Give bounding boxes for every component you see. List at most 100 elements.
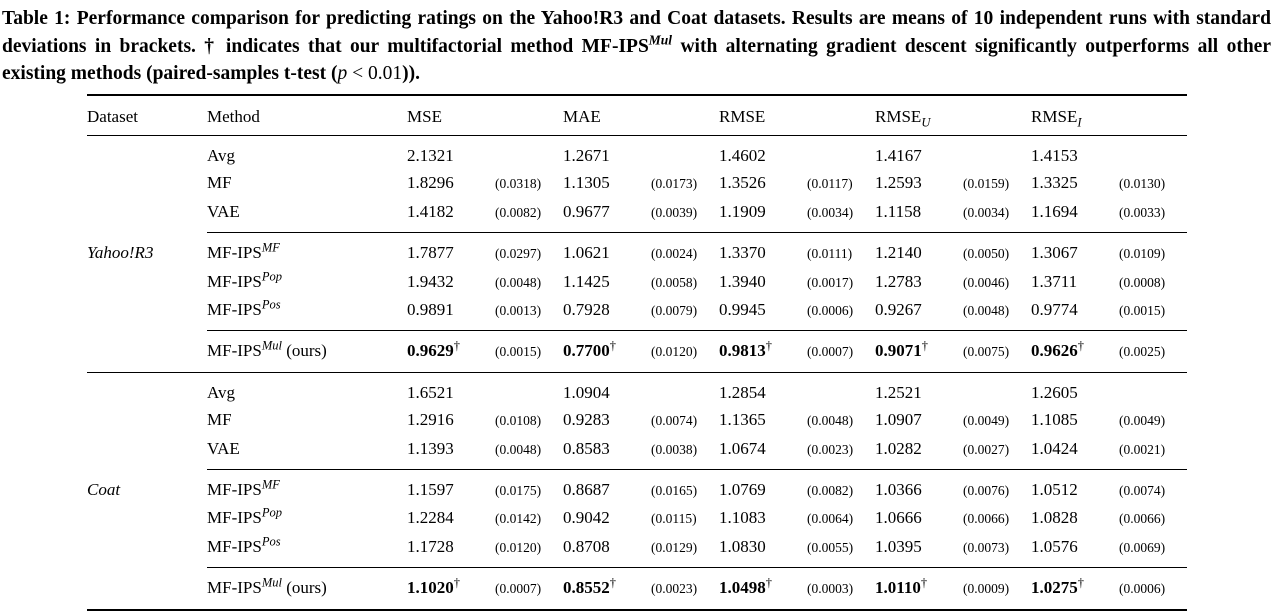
metric-value-cell: 1.2140 — [875, 232, 964, 268]
table-row: VAE 1.4182 (0.0082) 0.9677 (0.0039) 1.1909 (0.… — [87, 198, 1187, 233]
metric-value-cell: 1.1425 — [563, 268, 651, 296]
metric-value: 1.3526 — [719, 173, 766, 193]
metric-value-cell: 1.2854 — [719, 371, 807, 407]
metric-std: (0.0117) — [807, 176, 853, 192]
metric-value-cell: 1.1365 — [719, 406, 807, 434]
method-name: VAE — [207, 438, 240, 458]
metric-std: (0.0175) — [495, 482, 542, 498]
metric-value: 1.0907 — [875, 410, 922, 430]
metric-value: 1.2521 — [875, 382, 922, 402]
metric-std-cell: (0.0074) — [651, 406, 719, 434]
metric-std: (0.0017) — [807, 274, 854, 290]
metric-std-cell: (0.0009) — [963, 567, 1032, 610]
table-row: Yahoo!R3 MF-IPSMF 1.7877 (0.0297) 1.0621 (0.0… — [87, 232, 1188, 268]
metric-std-cell: (0.0079) — [651, 296, 719, 331]
metric-value: 0.7928 — [563, 299, 610, 319]
metric-std: (0.0074) — [1119, 482, 1166, 498]
metric-value-cell: 1.2671 — [563, 135, 651, 169]
metric-value: 1.3711 — [1031, 271, 1078, 291]
metric-std-cell: (0.0318) — [495, 169, 563, 197]
metric-value: 1.2671 — [563, 145, 610, 165]
caption-text-post: )). — [402, 63, 420, 84]
metric-std: (0.0048) — [807, 413, 854, 429]
dataset-cell — [87, 406, 207, 434]
metric-value-cell: 0.9891 — [407, 296, 495, 331]
metric-value-cell: 1.7877 — [407, 232, 495, 268]
metric-value-cell: 1.2916 — [407, 406, 495, 434]
metric-value: 1.0621 — [563, 243, 610, 263]
metric-std-cell: (0.0117) — [807, 169, 875, 197]
metric-std: (0.0109) — [1119, 246, 1166, 262]
metric-value-cell: 1.4182 — [407, 198, 495, 233]
metric-std-cell: (0.0075) — [963, 330, 1032, 373]
method-name: MF-IPS — [207, 508, 262, 528]
col-header-rmse: RMSE — [719, 94, 876, 136]
metric-std: (0.0024) — [651, 246, 698, 262]
table-row: MF-IPSPop 1.9432 (0.0048) 1.1425 (0.0058) 1.3… — [87, 268, 1187, 296]
metric-value-cell: 0.9813† — [719, 330, 807, 373]
metric-std: (0.0075) — [963, 344, 1010, 360]
dataset-cell — [87, 504, 207, 532]
metric-std-cell: (0.0082) — [495, 198, 563, 233]
method-cell: MF-IPSMF — [207, 468, 407, 505]
metric-value-cell: 0.9677 — [563, 198, 651, 233]
metric-value-cell: 1.0666 — [875, 504, 963, 532]
col-header-mae: MAE — [563, 94, 719, 136]
metric-std-cell: (0.0048) — [807, 406, 875, 434]
metric-std-cell: (0.0003) — [807, 567, 876, 610]
metric-value-cell: 1.0674 — [719, 435, 807, 470]
metric-value-cell: 1.4602 — [719, 135, 807, 169]
metric-value: 0.9629 — [407, 341, 454, 361]
metric-std: (0.0008) — [1119, 274, 1166, 290]
metric-std-cell: (0.0159) — [963, 169, 1031, 197]
metric-std-cell: (0.0109) — [1119, 232, 1188, 268]
col-header-dataset: Dataset — [87, 94, 207, 136]
metric-value-cell: 2.1321 — [407, 135, 495, 169]
metric-std-cell: (0.0006) — [807, 296, 875, 331]
metric-std: (0.0046) — [963, 274, 1010, 290]
metric-value: 1.4182 — [407, 201, 454, 221]
table-row: Coat MF-IPSMF 1.1597 (0.0175) 0.8687 (0.0165)… — [87, 468, 1188, 505]
metric-std-cell: (0.0008) — [1119, 268, 1187, 296]
metric-std-cell: (0.0082) — [807, 468, 876, 505]
metric-value-cell: 1.8296 — [407, 169, 495, 197]
metric-std: (0.0021) — [1119, 441, 1166, 457]
metric-std-cell — [1119, 371, 1188, 407]
metric-std-cell: (0.0006) — [1119, 567, 1188, 610]
col-header-rmse-i-base: RMSE — [1031, 106, 1078, 126]
metric-std: (0.0066) — [1119, 511, 1166, 527]
metric-value: 1.0110 — [875, 578, 921, 598]
metric-value: 1.1393 — [407, 438, 454, 458]
dataset-cell — [87, 331, 207, 372]
metric-value: 1.0666 — [875, 508, 922, 528]
metric-value-cell: 1.2521 — [875, 371, 964, 407]
section-coat-mfips: Coat MF-IPSMF 1.1597 (0.0175) 0.8687 (0.0165)… — [87, 468, 1188, 567]
metric-value: 1.0512 — [1031, 479, 1078, 499]
metric-value-cell: 1.2593 — [875, 169, 963, 197]
metric-value: 1.4153 — [1031, 145, 1078, 165]
metric-std-cell — [651, 371, 719, 407]
metric-value: 1.1305 — [563, 173, 610, 193]
metric-std-cell: (0.0175) — [495, 468, 563, 505]
metric-value: 1.2854 — [719, 382, 766, 402]
metric-value: 1.1425 — [563, 271, 610, 291]
metric-value: 1.0576 — [1031, 536, 1078, 556]
metric-std: (0.0318) — [495, 176, 542, 192]
metric-std: (0.0297) — [495, 246, 542, 262]
metric-std-cell: (0.0033) — [1119, 198, 1187, 233]
metric-value: 1.0498 — [719, 578, 766, 598]
metric-std-cell: (0.0048) — [495, 268, 563, 296]
metric-value-cell: 1.1694 — [1031, 198, 1119, 233]
metric-value: 0.9891 — [407, 299, 454, 319]
col-header-mse: MSE — [407, 94, 563, 136]
metric-std: (0.0049) — [963, 413, 1010, 429]
metric-value-cell: 0.9267 — [875, 296, 963, 331]
metric-std: (0.0034) — [963, 204, 1010, 220]
method-cell: MF-IPSMul (ours) — [207, 567, 407, 610]
method-cell: MF-IPSMF — [207, 232, 407, 268]
metric-value-cell: 1.9432 — [407, 268, 495, 296]
section-yahoo-ours: MF-IPSMul (ours) 0.9629† (0.0015) 0.7700† (0… — [87, 330, 1188, 373]
metric-std-cell — [963, 371, 1032, 407]
metric-value-cell: 1.0366 — [875, 468, 964, 505]
